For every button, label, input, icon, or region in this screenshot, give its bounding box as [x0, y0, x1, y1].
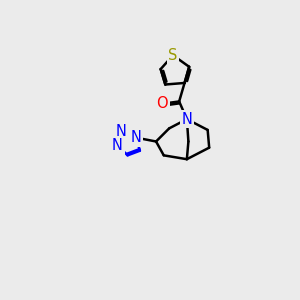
Text: O: O	[156, 96, 168, 111]
Text: S: S	[168, 48, 178, 63]
Text: N: N	[182, 112, 192, 127]
Text: N: N	[116, 124, 127, 139]
Text: N: N	[130, 130, 142, 145]
Text: N: N	[112, 138, 123, 153]
